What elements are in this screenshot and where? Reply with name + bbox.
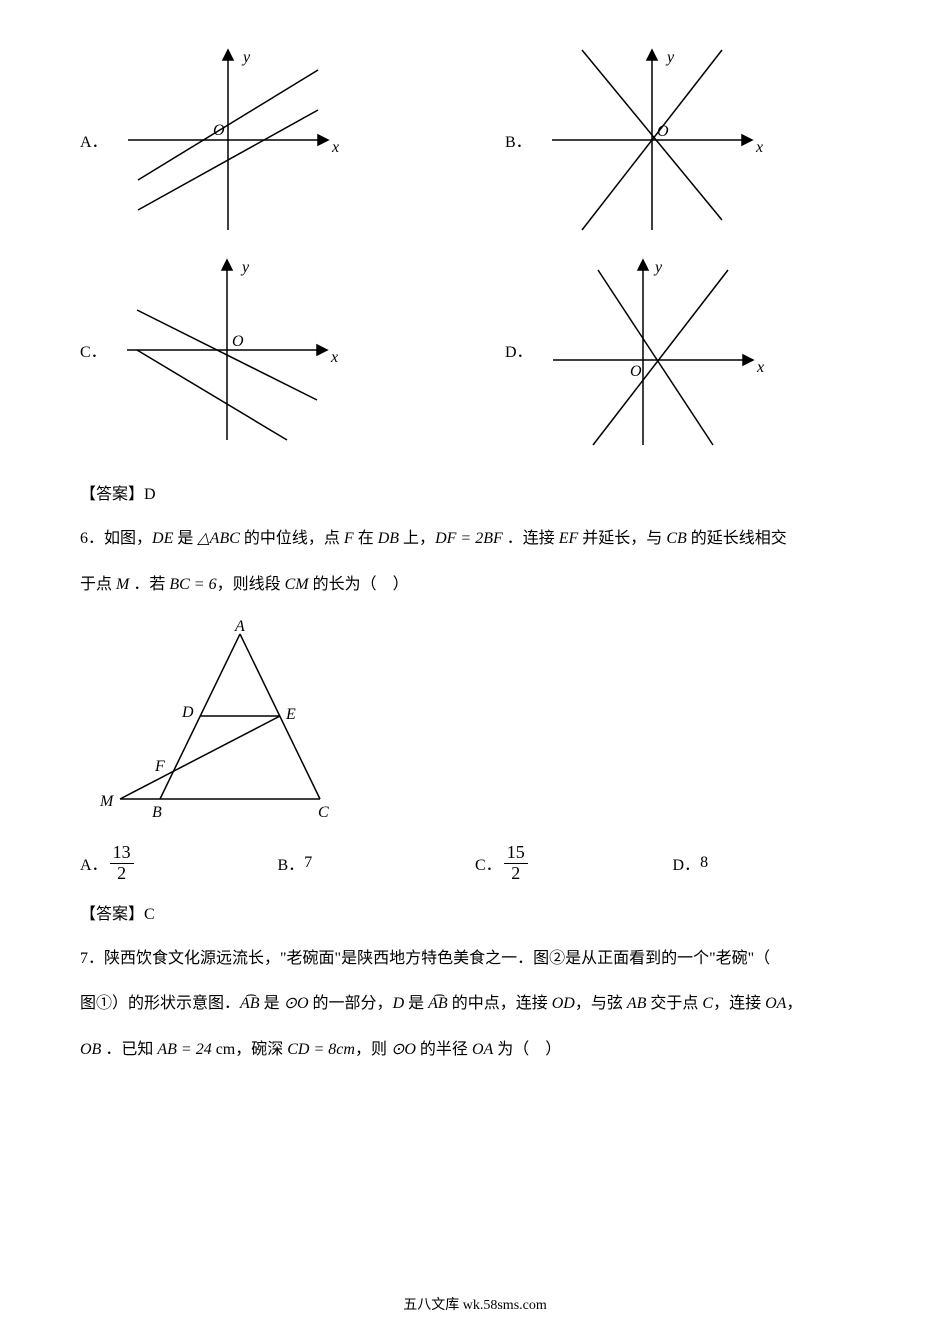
footer: 五八文库 wk.58sms.com bbox=[0, 1294, 950, 1314]
graph-option-d: D． y x O bbox=[505, 250, 870, 450]
svg-text:O: O bbox=[630, 363, 642, 380]
option-d-label: D． bbox=[505, 338, 533, 362]
graph-c-svg: y x O bbox=[117, 250, 347, 450]
arc-ab-1: A͡B bbox=[240, 995, 260, 1012]
svg-text:x: x bbox=[756, 359, 764, 376]
axis-origin-label: O bbox=[213, 122, 225, 139]
svg-text:O: O bbox=[657, 123, 669, 140]
option-b-label: B． bbox=[505, 128, 532, 152]
option-a-label: A． bbox=[80, 128, 108, 152]
svg-text:F: F bbox=[154, 758, 165, 775]
graph-d-svg: y x O bbox=[543, 250, 773, 450]
axis-y-label: y bbox=[241, 49, 251, 66]
svg-text:B: B bbox=[152, 804, 162, 821]
q6-opt-c-frac: 15 2 bbox=[504, 843, 528, 884]
axis-x-label: x bbox=[331, 139, 339, 156]
q6-opt-c: C． 15 2 bbox=[475, 843, 673, 884]
q6-opt-b: B．7 bbox=[278, 843, 476, 884]
q6-figure: A B C D E F M bbox=[90, 619, 870, 829]
svg-text:x: x bbox=[755, 139, 763, 156]
svg-text:D: D bbox=[181, 704, 194, 721]
q5-answer: 【答案】D bbox=[80, 480, 870, 504]
option-c-label: C． bbox=[80, 338, 107, 362]
q7-line3: OB ．已知 AB = 24 cm，碗深 CD = 8cm，则 ⊙O 的半径 O… bbox=[80, 1029, 870, 1071]
svg-text:y: y bbox=[653, 259, 663, 276]
svg-text:O: O bbox=[232, 333, 244, 350]
q6-line2: 于点 M ．若 BC = 6，则线段 CM 的长为（ ） bbox=[80, 564, 870, 606]
q6-options: A． 13 2 B．7 C． 15 2 D．8 bbox=[80, 843, 870, 884]
graph-a-svg: y x O bbox=[118, 40, 348, 240]
q6-answer: 【答案】C bbox=[80, 900, 870, 924]
svg-text:M: M bbox=[99, 793, 115, 810]
graph-option-a: A． y x O bbox=[80, 40, 445, 240]
q7-line1: 7．陕西饮食文化源远流长，"老碗面"是陕西地方特色美食之一．图②是从正面看到的一… bbox=[80, 938, 870, 980]
svg-text:A: A bbox=[234, 619, 245, 635]
svg-text:E: E bbox=[285, 706, 296, 723]
q6-opt-a-frac: 13 2 bbox=[110, 843, 134, 884]
q6-opt-a: A． 13 2 bbox=[80, 843, 278, 884]
graph-option-c: C． y x O bbox=[80, 250, 445, 450]
graph-option-b: B． y x O bbox=[505, 40, 870, 240]
svg-text:x: x bbox=[330, 349, 338, 366]
arc-ab-2: A͡B bbox=[428, 995, 448, 1012]
graph-b-svg: y x O bbox=[542, 40, 772, 240]
q7-line2: 图①）的形状示意图．A͡B 是 ⊙O 的一部分，D 是 A͡B 的中点，连接 O… bbox=[80, 983, 870, 1025]
q5-graph-options: A． y x O B． bbox=[80, 40, 870, 450]
svg-text:C: C bbox=[318, 804, 329, 821]
svg-text:y: y bbox=[665, 49, 675, 66]
svg-text:y: y bbox=[240, 259, 250, 276]
q6-line1: 6．如图，DE 是 △ABC 的中位线，点 F 在 DB 上，DF = 2BF … bbox=[80, 518, 870, 560]
page: A． y x O B． bbox=[0, 0, 950, 1344]
q6-triangle-svg: A B C D E F M bbox=[90, 619, 350, 829]
q6-opt-d: D．8 bbox=[673, 843, 871, 884]
